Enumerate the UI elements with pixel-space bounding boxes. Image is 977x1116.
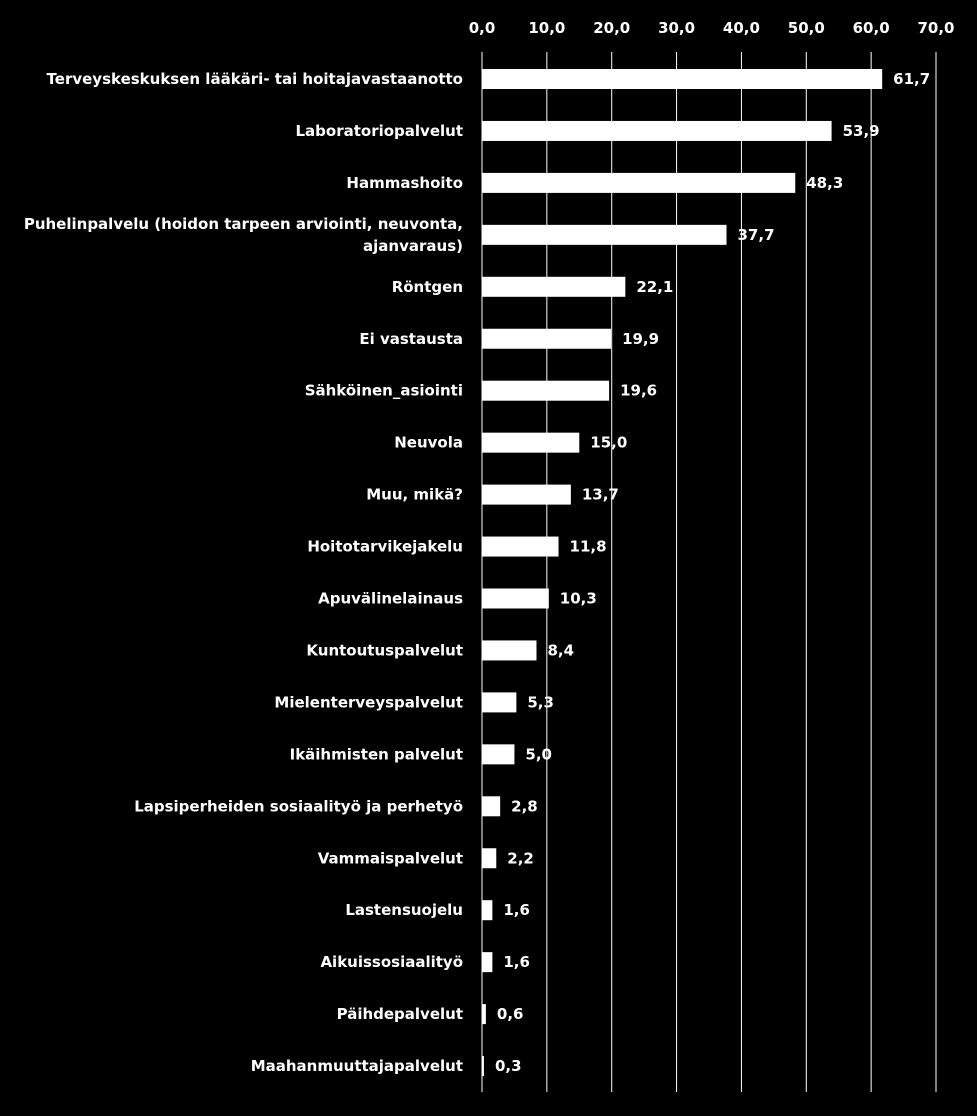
data-label: 19,6 <box>620 382 657 400</box>
category-label: Neuvola <box>394 434 463 452</box>
bar <box>482 588 549 609</box>
category-label: Lapsiperheiden sosiaalityö ja perhetyö <box>134 797 463 815</box>
x-tick-label: 20,0 <box>593 19 630 37</box>
bar <box>482 1004 486 1025</box>
data-label: 48,3 <box>806 174 843 192</box>
bar <box>482 172 796 193</box>
category-label: Terveyskeskuksen lääkäri- tai hoitajavas… <box>47 70 463 88</box>
x-axis-tick-labels: 0,0 10,0 20,0 30,0 40,0 50,0 60,0 70,0 <box>469 19 955 37</box>
data-label: 1,6 <box>503 901 530 919</box>
bar <box>482 1056 484 1077</box>
data-label: 8,4 <box>547 641 574 659</box>
bar <box>482 120 832 141</box>
data-label: 2,8 <box>511 797 538 815</box>
data-label: 61,7 <box>893 70 930 88</box>
x-tick-label: 10,0 <box>528 19 565 37</box>
bar <box>482 640 537 661</box>
category-label: Maahanmuuttajapalvelut <box>251 1057 463 1075</box>
category-label: Röntgen <box>392 278 463 296</box>
x-tick-label: 30,0 <box>658 19 695 37</box>
bar <box>482 952 493 973</box>
category-label: Mielenterveyspalvelut <box>274 693 463 711</box>
bars <box>482 69 883 1077</box>
category-label: Vammaispalvelut <box>318 849 463 867</box>
data-label: 15,0 <box>590 434 627 452</box>
category-label: Hammashoito <box>346 174 463 192</box>
bar <box>482 536 559 557</box>
bar <box>482 692 517 713</box>
bar <box>482 69 883 89</box>
data-label: 5,3 <box>527 693 554 711</box>
category-label: Apuvälinelainaus <box>318 590 463 608</box>
category-label: Hoitotarvikejakelu <box>307 538 463 556</box>
data-label: 11,8 <box>570 538 607 556</box>
category-label: Päihdepalvelut <box>337 1005 463 1023</box>
category-label: Puhelinpalvelu (hoidon tarpeen arviointi… <box>24 215 463 255</box>
data-label: 37,7 <box>738 226 775 244</box>
category-label: Ikäihmisten palvelut <box>290 745 463 763</box>
category-label: Aikuissosiaalityö <box>320 953 463 971</box>
category-label: Sähköinen_asiointi <box>305 382 463 400</box>
data-labels: 61,7 53,9 48,3 37,7 22,1 19,9 19,6 15,0 13,7 11,8… <box>495 70 930 1075</box>
data-label: 0,6 <box>497 1005 524 1023</box>
data-label: 53,9 <box>843 122 880 140</box>
bar <box>482 796 501 817</box>
x-tick-label: 50,0 <box>788 19 825 37</box>
x-tick-label: 60,0 <box>853 19 890 37</box>
bar <box>482 848 497 869</box>
category-label: Kuntoutuspalvelut <box>306 641 463 659</box>
x-tick-label: 40,0 <box>723 19 760 37</box>
bar <box>482 380 610 401</box>
data-label: 10,3 <box>560 590 597 608</box>
x-tick-label: 0,0 <box>469 19 496 37</box>
x-tick-label: 70,0 <box>917 19 954 37</box>
bar <box>482 900 493 921</box>
bar <box>482 224 727 245</box>
category-label: Laboratoriopalvelut <box>295 122 463 140</box>
bar <box>482 276 626 297</box>
data-label: 19,9 <box>622 330 659 348</box>
data-label: 1,6 <box>503 953 530 971</box>
category-label: Ei vastausta <box>359 330 463 348</box>
bar <box>482 328 612 349</box>
data-label: 2,2 <box>507 849 534 867</box>
data-label: 0,3 <box>495 1057 522 1075</box>
data-label: 5,0 <box>525 745 552 763</box>
bar <box>482 744 515 765</box>
category-labels: Terveyskeskuksen lääkäri- tai hoitajavas… <box>24 70 463 1075</box>
category-label: Muu, mikä? <box>366 486 463 504</box>
bar <box>482 432 580 453</box>
category-label: Lastensuojelu <box>345 901 463 919</box>
data-label: 22,1 <box>636 278 673 296</box>
data-label: 13,7 <box>582 486 619 504</box>
bar <box>482 484 571 505</box>
